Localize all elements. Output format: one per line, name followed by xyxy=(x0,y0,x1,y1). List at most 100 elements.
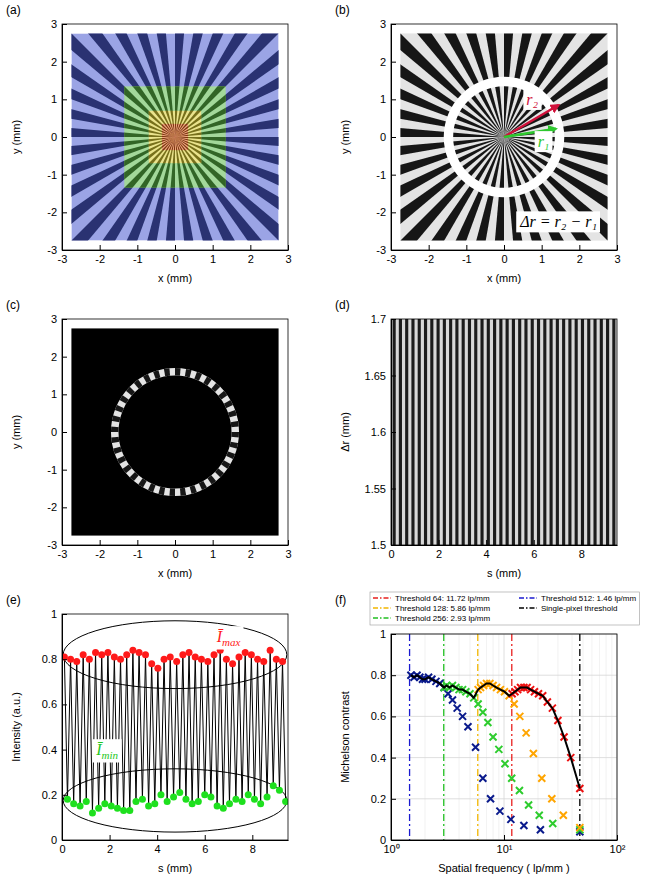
y-axis-line xyxy=(62,615,63,841)
point xyxy=(254,656,261,663)
tick: -3 xyxy=(47,244,67,256)
stripe xyxy=(537,319,540,545)
point xyxy=(251,796,258,803)
point xyxy=(186,649,193,656)
tick-mark xyxy=(391,716,396,717)
point xyxy=(173,658,180,665)
point xyxy=(516,713,523,720)
tick-mark xyxy=(62,394,67,395)
tick: 8 xyxy=(579,540,585,560)
tick-label: 1.7 xyxy=(371,313,386,325)
stripe xyxy=(468,319,471,545)
grid-line-minor xyxy=(582,634,583,840)
annotation-patch xyxy=(516,211,600,232)
grid-line-minor xyxy=(538,634,539,840)
stripe xyxy=(543,319,546,545)
legend-swatch xyxy=(373,617,391,618)
stripe xyxy=(424,319,427,545)
tick: 6 xyxy=(531,540,537,560)
tick: 1 xyxy=(380,628,396,640)
spoke xyxy=(86,432,175,545)
annotation-text: r₁ xyxy=(538,133,550,150)
stripe xyxy=(612,319,615,545)
annotation: r₂ xyxy=(523,89,541,110)
tick-mark xyxy=(391,489,396,490)
y-axis-line xyxy=(391,635,392,841)
grid-line xyxy=(391,798,617,799)
tick: -2 xyxy=(376,206,396,218)
tick-label: 4 xyxy=(484,548,490,560)
tick-mark xyxy=(391,212,396,213)
plot-area xyxy=(391,24,617,250)
tick-label: -2 xyxy=(95,548,105,560)
plot-frame xyxy=(391,24,617,250)
tick-label: -1 xyxy=(376,169,386,181)
plot-area xyxy=(62,621,288,832)
point xyxy=(487,795,494,802)
y-axis-title: Michelson contrast xyxy=(339,691,351,783)
tick-mark xyxy=(429,245,430,250)
point xyxy=(223,656,230,663)
tick-mark xyxy=(213,540,214,545)
point xyxy=(273,656,280,663)
point xyxy=(145,803,152,810)
tick: -1 xyxy=(47,464,67,476)
tick-label: 3 xyxy=(51,313,57,325)
stripe xyxy=(600,319,603,545)
y-axis: 00.20.40.60.81 xyxy=(371,628,396,846)
point xyxy=(576,824,583,831)
legend-label: Threshold 256: 2.93 lp/mm xyxy=(395,614,490,623)
tick-label: 2 xyxy=(248,253,254,265)
stripe xyxy=(524,319,527,545)
point xyxy=(132,798,139,805)
spoke xyxy=(62,432,175,510)
legend-label: Single-pixel threshold xyxy=(541,604,618,613)
plot-frame xyxy=(62,614,288,840)
point xyxy=(164,798,171,805)
x-axis-title: x (mm) xyxy=(158,567,192,579)
stripe xyxy=(512,319,515,545)
point xyxy=(67,656,74,663)
stripe xyxy=(562,319,565,545)
tick: 1 xyxy=(51,93,67,105)
tick: 2 xyxy=(380,56,396,68)
point xyxy=(479,709,486,716)
tick: 0.6 xyxy=(371,710,396,722)
tick-label: 3 xyxy=(614,253,620,265)
tick-mark xyxy=(391,799,396,800)
tick-mark xyxy=(391,675,396,676)
tick: 3 xyxy=(285,540,291,560)
tick-mark xyxy=(391,545,396,546)
point xyxy=(157,791,164,798)
tick-mark xyxy=(391,250,396,251)
tick: 1.55 xyxy=(365,483,396,495)
tick-mark xyxy=(62,704,67,705)
point xyxy=(64,796,71,803)
tick-label: 2 xyxy=(107,843,113,855)
tick: 1.6 xyxy=(371,426,396,438)
point xyxy=(445,690,452,697)
spoke xyxy=(175,134,188,137)
grid xyxy=(391,634,617,840)
y-axis-title: y (mm) xyxy=(10,120,22,154)
point xyxy=(120,807,127,814)
tick: 10² xyxy=(610,835,626,855)
legend-label: Threshold 64: 11.72 lp/mm xyxy=(395,594,490,603)
annotation-patch xyxy=(92,739,121,762)
tick-label: 0.8 xyxy=(42,653,57,665)
tick-mark xyxy=(175,540,176,545)
point xyxy=(260,658,267,665)
legend-label: Threshold 512: 1.46 lp/mm xyxy=(541,594,636,603)
grid-line-minor xyxy=(606,634,607,840)
stripe xyxy=(593,319,596,545)
y-axis: -3-2-10123 xyxy=(47,313,67,551)
tick-label: -2 xyxy=(95,253,105,265)
spoke xyxy=(175,405,288,432)
tick-label: 10² xyxy=(610,843,626,855)
tick: 0 xyxy=(51,131,67,143)
tick-mark xyxy=(62,545,67,546)
point xyxy=(560,812,567,819)
point xyxy=(207,794,214,801)
tick-label: 0.8 xyxy=(371,669,386,681)
tick: 0 xyxy=(51,426,67,438)
